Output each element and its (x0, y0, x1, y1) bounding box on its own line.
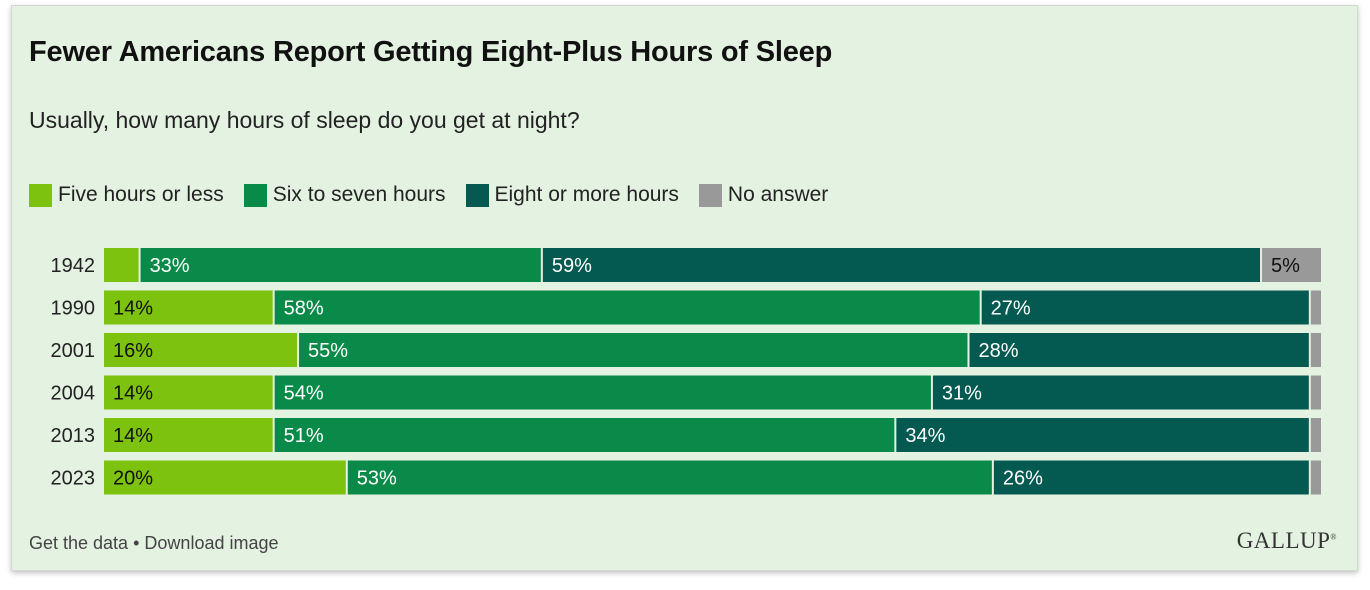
legend-swatch (29, 183, 52, 207)
bar-segment (1310, 333, 1321, 367)
category-label: 1990 (51, 298, 96, 320)
legend-label: Six to seven hours (272, 183, 446, 206)
bar-segment (104, 290, 273, 325)
legend-item-eight-or-more: Eight or more hours (465, 183, 679, 207)
bar-segment (274, 290, 980, 325)
bar-segment (896, 418, 1309, 452)
logo-text: GALLUP (1236, 528, 1331, 553)
chart-title: Fewer Americans Report Getting Eight-Plu… (29, 36, 833, 68)
bar-segment (1310, 418, 1321, 452)
legend-label: Five hours or less (58, 183, 224, 206)
bar-segment (104, 333, 298, 367)
bar-segment (1310, 290, 1321, 325)
get-data-link[interactable]: Get the data (29, 533, 129, 553)
category-label: 2013 (51, 425, 96, 447)
legend-label: No answer (727, 183, 829, 206)
data-label: 28% (978, 340, 1018, 362)
footer-separator: • (133, 533, 140, 553)
data-label: 27% (991, 298, 1031, 320)
category-label: 2023 (51, 468, 96, 490)
legend-item-no-answer: No answer (698, 183, 829, 207)
category-label: 2004 (51, 383, 96, 405)
bar-segment (274, 418, 895, 452)
chart-footer: Get the data • Download image (29, 533, 279, 554)
legend-item-five-or-less: Five hours or less (29, 183, 224, 207)
legend-swatch (243, 183, 267, 207)
data-label: 16% (113, 340, 153, 362)
bar-segment (1310, 375, 1321, 410)
bar-segment (993, 460, 1309, 495)
bar-segment (104, 460, 346, 495)
chart-subtitle: Usually, how many hours of sleep do you … (29, 107, 580, 133)
chart-legend: Five hours or less Six to seven hours Ei… (29, 183, 848, 207)
data-label: 14% (113, 298, 153, 320)
gallup-logo: GALLUP® (1237, 528, 1337, 554)
category-label: 1942 (51, 255, 96, 277)
logo-registered-mark: ® (1330, 532, 1337, 542)
bar-segment (969, 333, 1309, 367)
category-label: 2001 (51, 340, 96, 362)
data-label: 14% (113, 425, 153, 447)
data-label: 26% (1003, 468, 1043, 490)
bar-segment (299, 333, 968, 367)
legend-label: Eight or more hours (494, 183, 679, 206)
data-label: 55% (308, 340, 348, 362)
bar-segment (140, 248, 541, 282)
bar-segment (104, 418, 273, 452)
bar-segment (274, 375, 931, 410)
stacked-bar-chart: 1942 33% 59% 5% 1990 14% 58% 27% 2001 16% 55% 28% 20… (51, 248, 1321, 495)
bar-segment (932, 375, 1309, 410)
bar-segment (104, 248, 139, 282)
legend-swatch (465, 183, 489, 207)
download-image-link[interactable]: Download image (144, 533, 279, 553)
data-label: 53% (357, 468, 397, 490)
data-label: 14% (113, 383, 153, 405)
bar-segment (981, 290, 1309, 325)
data-label: 20% (113, 468, 153, 490)
legend-item-six-to-seven: Six to seven hours (243, 183, 446, 207)
data-label: 59% (552, 255, 592, 277)
legend-swatch (698, 183, 722, 207)
data-label: 54% (284, 383, 324, 405)
bar-segment (104, 375, 273, 410)
bar-segment (347, 460, 992, 495)
bar-segment (542, 248, 1261, 282)
data-label: 33% (150, 255, 190, 277)
data-label: 51% (284, 425, 324, 447)
data-label: 31% (942, 383, 982, 405)
data-label: 34% (905, 425, 945, 447)
chart-card: Fewer Americans Report Getting Eight-Plu… (11, 5, 1358, 571)
data-label: 5% (1271, 255, 1300, 277)
bar-segment (1262, 248, 1321, 282)
bar-segment (1310, 460, 1321, 495)
data-label: 58% (284, 298, 324, 320)
